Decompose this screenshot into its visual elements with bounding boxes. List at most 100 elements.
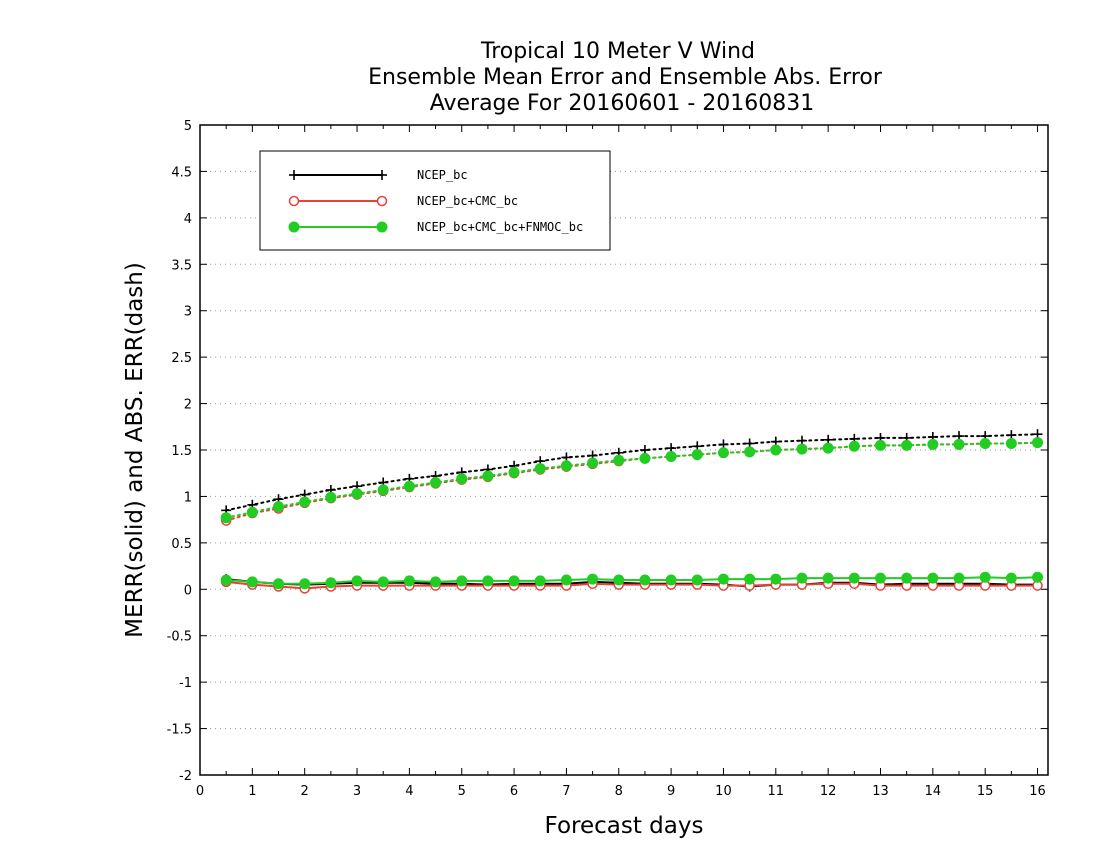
series-2-abs-err-point-15 xyxy=(613,454,625,466)
legend-label-2: NCEP_bc+CMC_bc+FNMOC_bc xyxy=(417,220,583,234)
y-tick-label-4: 0 xyxy=(184,583,192,598)
x-tick-label-1: 1 xyxy=(248,784,256,799)
series-1 xyxy=(220,437,1043,594)
x-tick-label-9: 9 xyxy=(667,784,675,799)
series-2-merr-point-18 xyxy=(691,574,703,586)
chart-title-line-3: Average For 20160601 - 20160831 xyxy=(430,91,815,116)
series-2-merr-point-9 xyxy=(456,575,468,587)
series-2-abs-err-point-21 xyxy=(770,444,782,456)
x-tick-label-11: 11 xyxy=(768,784,785,799)
y-tick-label-7: 1.5 xyxy=(171,444,192,459)
series-2-merr-point-17 xyxy=(665,574,677,586)
series-2-abs-err-point-29 xyxy=(979,438,991,449)
series-2-merr-point-7 xyxy=(403,575,415,587)
series-2-merr-point-16 xyxy=(639,574,651,586)
series-2-abs-err-point-25 xyxy=(874,439,886,451)
series-2-merr-point-3 xyxy=(299,578,311,590)
y-tick-label-2: -1 xyxy=(179,676,192,691)
series-2-merr-point-27 xyxy=(927,572,939,584)
y-tick-label-8: 2 xyxy=(184,398,192,413)
series-2-abs-err-point-12 xyxy=(534,463,546,475)
series-0-abs-err-line xyxy=(225,433,1039,512)
series-2 xyxy=(220,437,1044,590)
series-2-abs-err-point-2 xyxy=(273,501,285,513)
series-2-abs-err-point-14 xyxy=(587,457,599,469)
legend-marker-right-1 xyxy=(376,195,388,207)
series-2-abs-err-point-28 xyxy=(953,438,965,450)
series-2-merr-point-6 xyxy=(377,576,389,588)
series-2-merr-point-4 xyxy=(325,577,337,589)
series-2-abs-err-point-8 xyxy=(430,477,442,488)
series-2-abs-err-point-19 xyxy=(717,447,729,459)
legend: NCEP_bc NCEP_bc+CMC_bc NCEP_bc+CMC_bc+FNMO… xyxy=(259,150,611,251)
series-2-abs-err-point-6 xyxy=(377,484,389,496)
legend-marker-left-2 xyxy=(288,221,300,233)
y-tick-label-6: 1 xyxy=(184,490,192,505)
series-2-merr-point-22 xyxy=(796,572,808,584)
legend-marker-left-1 xyxy=(288,195,300,207)
series-2-abs-err-point-24 xyxy=(848,440,860,452)
series-2-abs-err-point-3 xyxy=(299,496,311,508)
legend-marker-right-2 xyxy=(376,221,388,233)
y-tick-label-9: 2.5 xyxy=(171,351,192,366)
series-2-abs-err-point-18 xyxy=(691,449,703,461)
series-2-merr-point-0 xyxy=(220,574,232,586)
x-tick-label-8: 8 xyxy=(615,784,623,799)
x-tick-label-6: 6 xyxy=(510,784,518,799)
x-tick-label-7: 7 xyxy=(562,784,570,799)
gridlines xyxy=(200,170,1048,730)
y-tick-label-0: -2 xyxy=(179,769,192,784)
chart-title-line-1: Tropical 10 Meter V Wind xyxy=(480,39,755,64)
series-2-abs-err-point-9 xyxy=(456,473,468,485)
x-axis-label: Forecast days xyxy=(545,813,704,839)
series-2-merr-point-30 xyxy=(1005,572,1017,584)
series-2-abs-err-point-1 xyxy=(246,506,258,518)
series-2-merr-point-8 xyxy=(430,576,442,588)
series-2-abs-err-point-13 xyxy=(560,460,572,472)
x-tick-label-13: 13 xyxy=(872,784,889,799)
series-2-merr-point-15 xyxy=(613,574,625,586)
series-2-abs-err-point-26 xyxy=(901,439,913,451)
series-2-merr-point-11 xyxy=(508,575,520,587)
series-2-merr-point-20 xyxy=(744,573,756,585)
series-2-abs-err-point-4 xyxy=(325,491,337,503)
x-tick-label-5: 5 xyxy=(458,784,466,799)
series-2-merr-point-28 xyxy=(953,572,965,584)
series-2-abs-err-point-17 xyxy=(665,451,677,462)
x-tick-label-16: 16 xyxy=(1029,784,1046,799)
y-axis-ticks: -2 -1.5 -1 -0.5 0 0.5 1 1.5 2 2.5 3 3.5 4 4.5 5 xyxy=(167,119,1048,784)
series-2-merr-point-23 xyxy=(822,572,834,584)
series-2-merr-point-24 xyxy=(848,572,860,584)
series-2-abs-err-point-23 xyxy=(822,442,834,454)
series-2-abs-err-line xyxy=(225,441,1039,519)
series-2-abs-err-point-16 xyxy=(639,452,651,464)
y-tick-label-1: -1.5 xyxy=(167,723,192,738)
x-tick-label-0: 0 xyxy=(196,784,204,799)
y-tick-label-10: 3 xyxy=(184,305,192,320)
legend-marker-right-0 xyxy=(377,170,387,180)
series-2-abs-err-point-20 xyxy=(744,446,756,458)
legend-entry-2: NCEP_bc+CMC_bc+FNMOC_bc xyxy=(288,220,583,234)
series-2-merr-point-19 xyxy=(717,573,729,585)
y-tick-label-14: 5 xyxy=(184,119,192,134)
series-2-merr-point-13 xyxy=(560,574,572,586)
legend-marker-left-0 xyxy=(289,170,299,180)
series-2-merr-point-14 xyxy=(587,573,599,585)
chart-title: Tropical 10 Meter V Wind Ensemble Mean E… xyxy=(368,39,883,116)
series-2-merr-point-10 xyxy=(482,575,494,587)
series-2-merr-point-31 xyxy=(1032,571,1044,583)
legend-entry-0: NCEP_bc xyxy=(289,168,468,182)
series-2-merr-point-1 xyxy=(246,576,258,588)
series-2-merr-point-25 xyxy=(874,572,886,584)
series-1-abs-err-line xyxy=(225,441,1039,522)
y-axis-label: MERR(solid) and ABS. ERR(dash) xyxy=(122,262,148,638)
series-2-abs-err-point-27 xyxy=(927,438,939,450)
x-axis-ticks: 0 1 2 3 4 5 6 7 8 9 10 11 12 13 14 15 16 xyxy=(196,125,1046,799)
series-2-merr-point-29 xyxy=(979,571,991,583)
x-tick-label-14: 14 xyxy=(925,784,942,799)
series-2-abs-err-point-5 xyxy=(351,488,363,500)
series-2-merr-point-5 xyxy=(351,575,363,587)
series-2-abs-err-point-11 xyxy=(508,466,520,478)
series-2-abs-err-point-30 xyxy=(1005,438,1017,449)
